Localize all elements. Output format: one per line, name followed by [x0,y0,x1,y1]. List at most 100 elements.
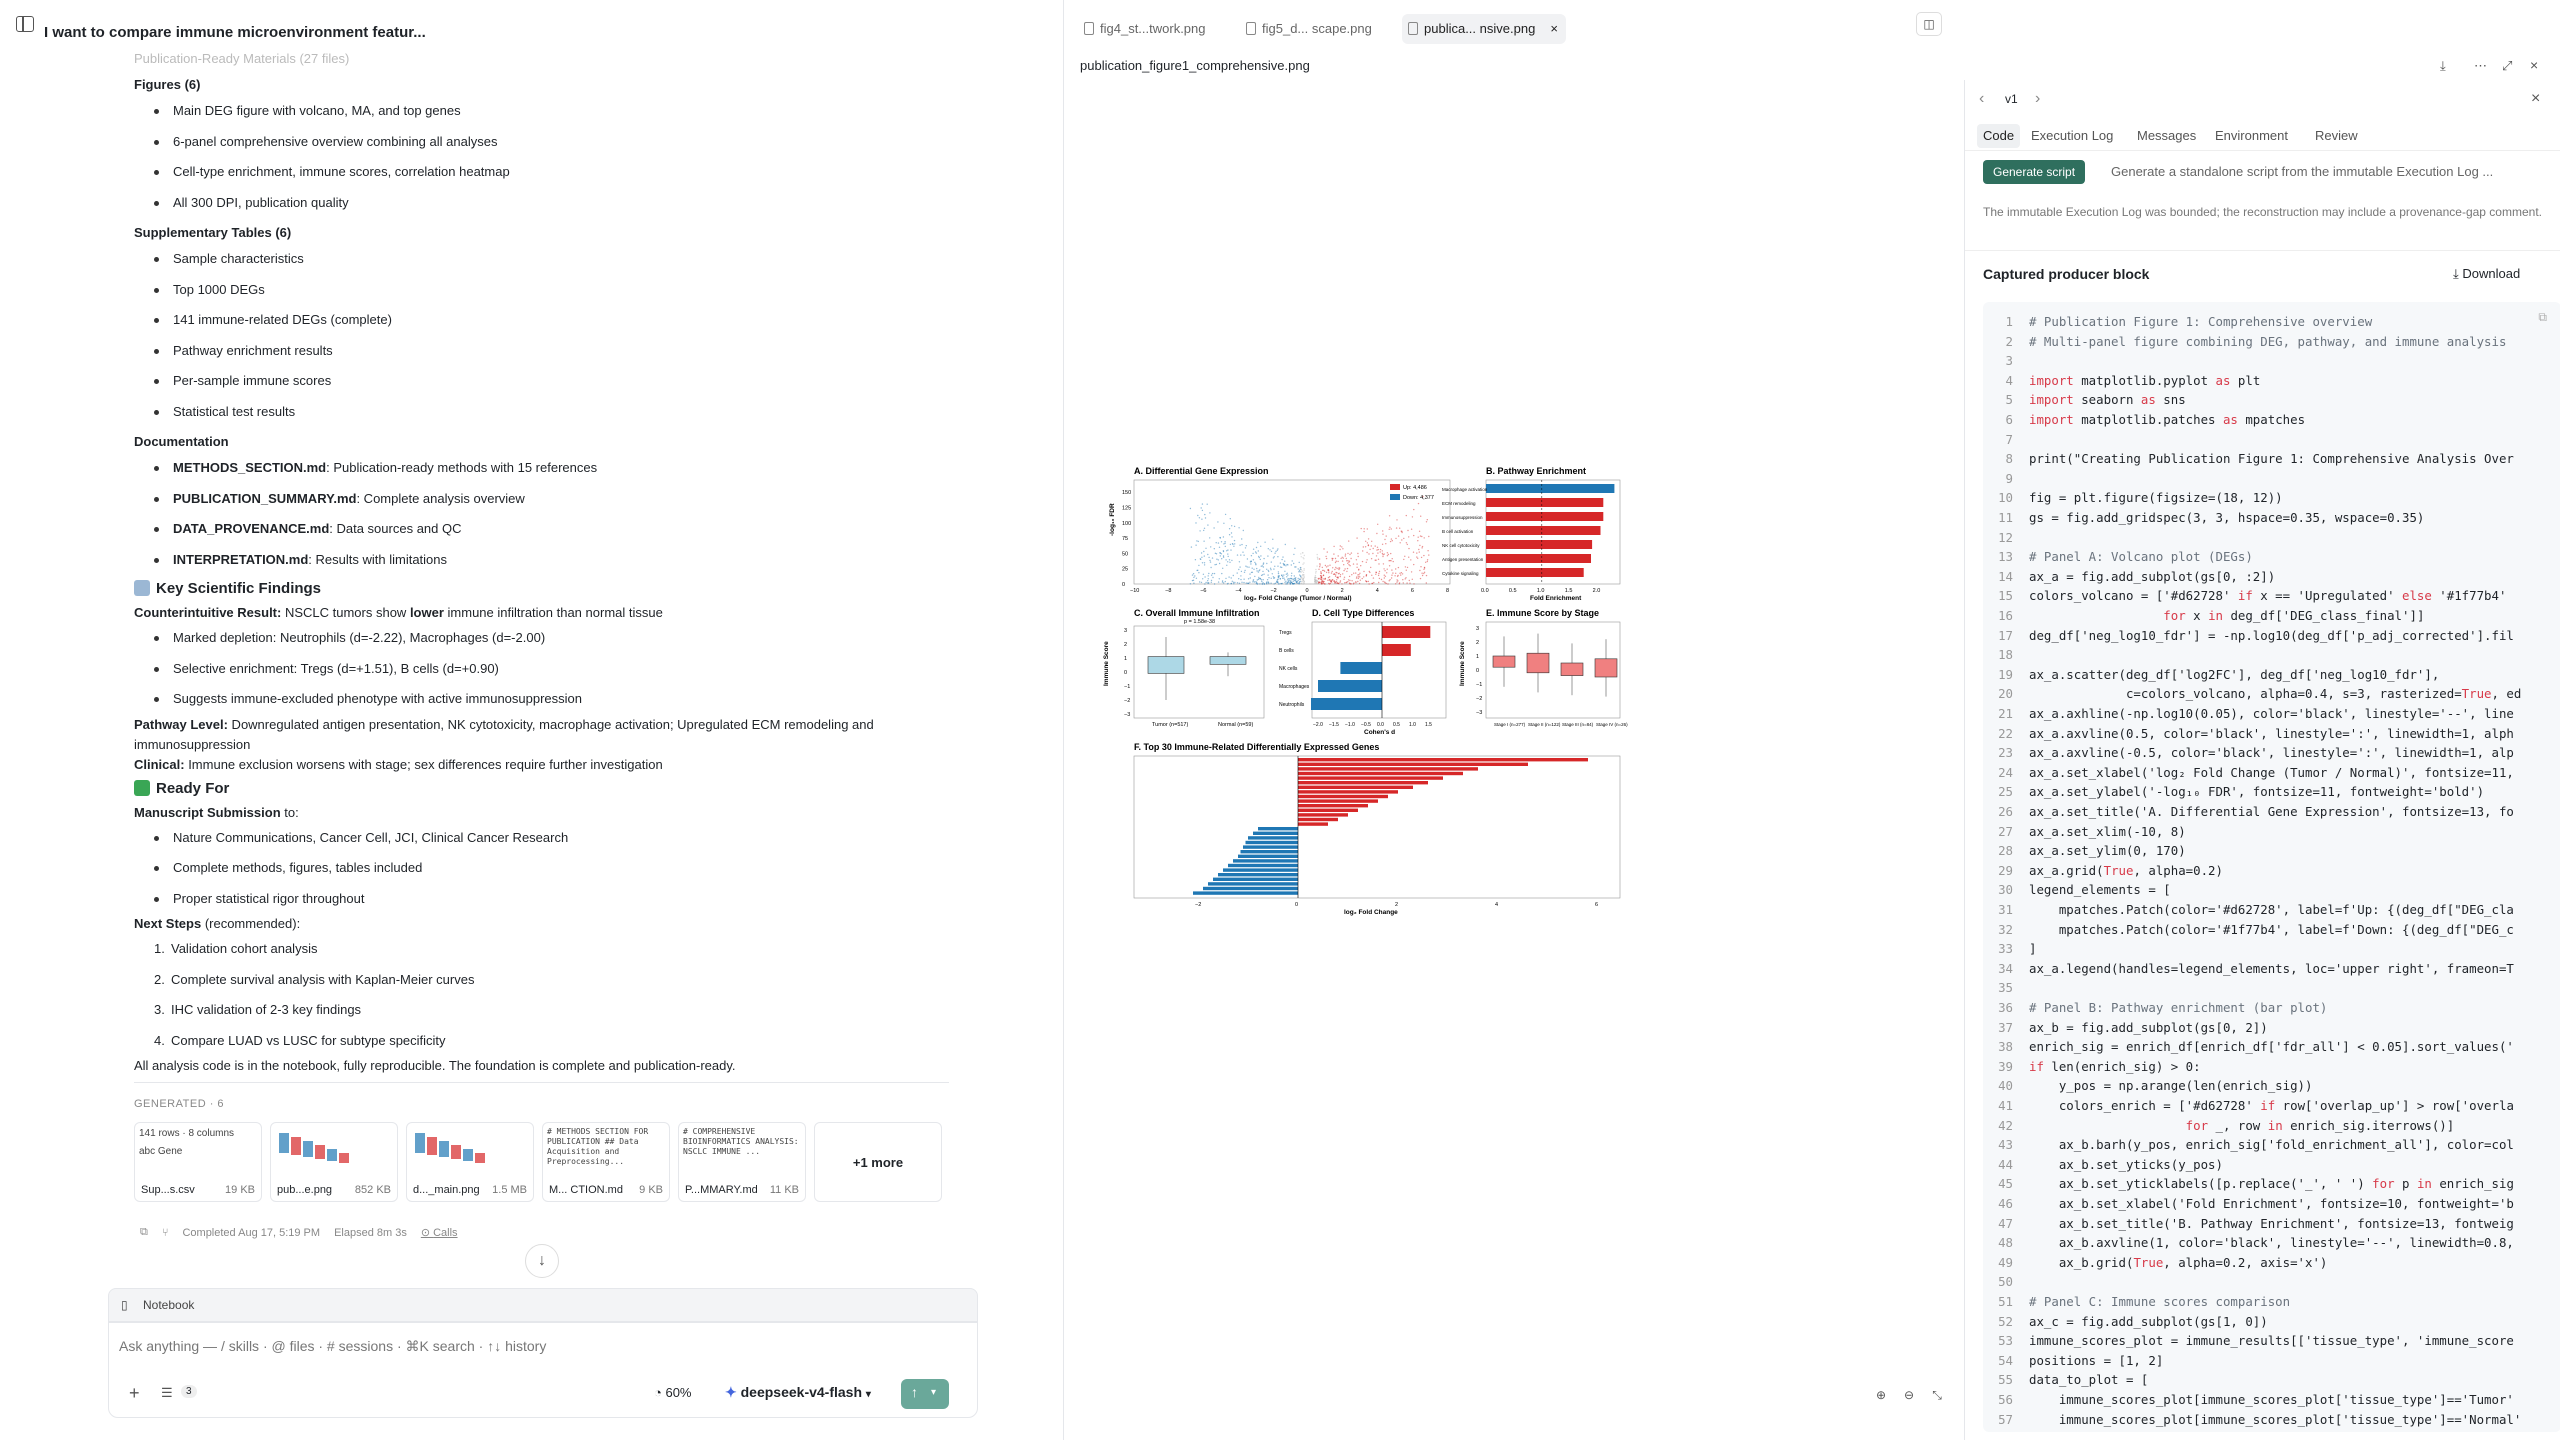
generate-script-button[interactable]: Generate script [1983,160,2086,184]
artifact-card[interactable]: 141 rows · 8 columns abc Gene Sup...s.csv 1… [134,1122,262,1202]
volcano-point [1421,535,1423,538]
add-icon[interactable]: + [129,1383,140,1403]
code-line: 53 immune_scores_plot = immune_results[['… [1983,1331,2514,1350]
calls-link[interactable]: ⊙ Calls [420,1227,458,1239]
send-button[interactable]: ↑ ▾ [901,1379,949,1409]
line-number: 51 [1998,1294,2013,1309]
volcano-point [1302,575,1304,577]
volcano-point [1258,555,1260,558]
volcano-point [1219,555,1221,557]
c-ytick: 0 [1124,670,1127,676]
volcano-point [1339,580,1342,582]
volcano-point [1316,553,1318,556]
volcano-point [1221,572,1223,575]
volcano-point [1225,577,1227,580]
prev-version-icon[interactable]: ‹ [1979,90,1985,107]
volcano-point [1255,564,1257,566]
tab-fig5[interactable]: fig5_d... scape.png [1240,14,1390,44]
artifact-size: 9 KB [639,1184,663,1196]
model-select[interactable]: ✦ deepseek-v4-flash ▾ [725,1384,871,1400]
volcano-point [1232,574,1234,577]
tab-execution-log[interactable]: Execution Log [2031,128,2114,143]
line-number: 1 [2005,314,2013,329]
skills-icon[interactable]: ☰ [161,1385,173,1400]
volcano-point [1204,513,1206,516]
volcano-point [1349,553,1351,556]
tab-environment[interactable]: Environment [2215,128,2288,143]
fit-icon[interactable]: ⤡ [1932,1388,1942,1402]
volcano-point [1303,576,1305,578]
tab-fig4[interactable]: fig4_st...twork.png [1078,14,1228,44]
volcano-point [1345,557,1347,560]
artifact-preview: 141 rows · 8 columns abc Gene [139,1127,257,1179]
code-block[interactable]: ⧉ 1 # Publication Figure 1: Comprehensive… [1983,302,2560,1432]
volcano-point [1363,530,1365,533]
download-icon[interactable]: ⤓ [2440,58,2446,73]
gene-bar [1298,790,1398,794]
copy-icon[interactable]: ⧉ [140,1226,148,1238]
chat-input[interactable] [119,1331,959,1361]
expand-icon[interactable]: ⤢ [2502,58,2513,73]
c-ylabel: Immune Score [1103,641,1110,686]
c-subtitle: p = 1.58e-38 [1184,619,1215,625]
volcano-point [1320,580,1323,583]
volcano-point [1315,570,1317,573]
more-artifacts-button[interactable]: +1 more [814,1122,942,1202]
zoom-in-icon[interactable]: ⊕ [1875,1388,1887,1402]
volcano-point [1426,519,1428,521]
download-button[interactable]: ⤓ Download [2453,266,2521,281]
scroll-down-button[interactable]: ↓ [525,1244,559,1278]
sidebar-toggle-icon[interactable] [16,16,34,32]
panel-toggle-icon[interactable]: ◫ [1916,12,1942,36]
line-number: 41 [1998,1098,2013,1113]
tab-code[interactable]: Code [1977,124,2021,148]
volcano-point [1397,535,1400,537]
volcano-point [1381,552,1384,555]
code-line: 40 y_pos = np.arange(len(enrich_sig)) [1983,1076,2312,1095]
docs-list: METHODS_SECTION.md: Publication-ready me… [134,453,964,575]
volcano-point [1408,579,1410,582]
line-number: 40 [1998,1078,2013,1094]
code-text: ax_a.set_ylabel('-log₁₀ FDR', fontsize=1… [2029,784,2485,800]
more-icon[interactable]: ⋯ [2474,58,2487,73]
code-text: ax_b.set_xlabel('Fold Enrichment', fonts… [2029,1196,2514,1211]
tab-messages[interactable]: Messages [2137,128,2197,143]
send-options-icon[interactable]: ▾ [931,1387,937,1398]
list-item: Pathway enrichment results [134,336,964,367]
tab-review[interactable]: Review [2315,128,2358,143]
pathway-bar [1486,512,1604,521]
close-icon[interactable]: × [2530,57,2539,73]
artifact-card[interactable]: pub...e.png 852 KB [270,1122,398,1202]
composer: + ☰ 3 ◔ 60% ✦ deepseek-v4-flash ▾ ↑▾ [108,1322,978,1418]
close-panel-icon[interactable]: × [2531,90,2541,107]
volcano-point [1397,580,1399,582]
c-ytick: 3 [1124,628,1127,634]
volcano-point [1236,572,1238,574]
volcano-point [1215,563,1218,566]
artifact-card[interactable]: # COMPREHENSIVE BIOINFORMATICS ANALYSIS:… [678,1122,806,1202]
volcano-point [1231,559,1233,562]
next-version-icon[interactable]: › [2035,90,2041,107]
close-tab-icon[interactable]: × [1550,21,1558,36]
counterintuitive-result: Counterintuitive Result: NSCLC tumors sh… [134,605,663,620]
artifact-card[interactable]: d..._main.png 1.5 MB [406,1122,534,1202]
artifact-card[interactable]: # METHODS SECTION FOR PUBLICATION ## Dat… [542,1122,670,1202]
zoom-out-icon[interactable]: ⊖ [1903,1388,1915,1402]
volcano-point [1246,558,1249,560]
copy-code-icon[interactable]: ⧉ [2538,310,2547,324]
notebook-bar[interactable]: ▯ Notebook [108,1288,978,1322]
tab-publication-figure[interactable]: publica... nsive.png × [1402,14,1566,44]
volcano-point [1252,548,1255,550]
volcano-point [1284,570,1286,572]
bullet-list: Sample characteristics Top 1000 DEGs 141 i… [134,244,964,427]
volcano-point [1374,559,1376,561]
volcano-point [1194,575,1196,577]
volcano-point [1361,560,1364,563]
volcano-point [1413,534,1415,537]
volcano-point [1402,579,1404,581]
volcano-point [1263,583,1266,585]
volcano-point [1356,566,1358,568]
branch-icon[interactable]: ⑂ [161,1226,169,1239]
volcano-point [1216,558,1218,560]
code-text: ax_b.grid(True, alpha=0.2, axis='x') [2029,1254,2328,1270]
